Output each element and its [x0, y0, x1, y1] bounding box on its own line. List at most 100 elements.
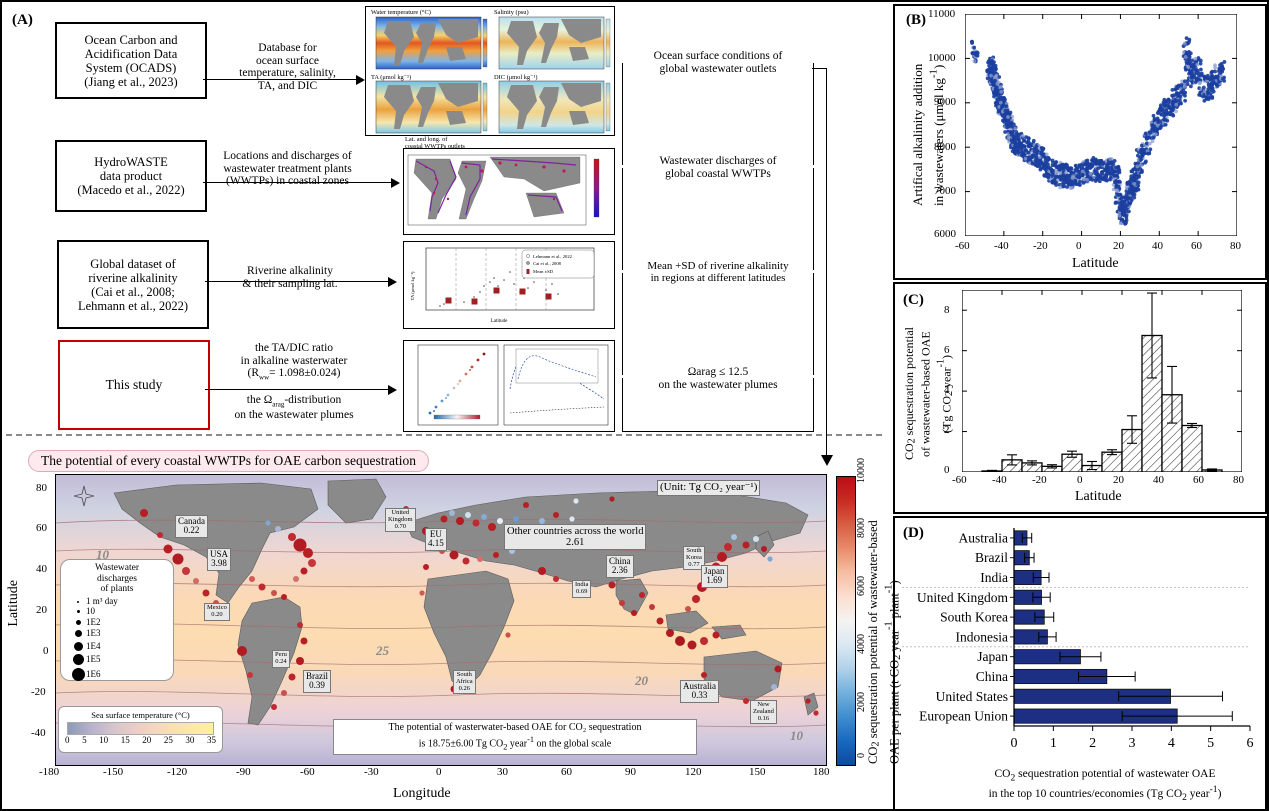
map-label-name: Mexico [207, 604, 227, 611]
source-line: System (OCADS) [85, 60, 177, 75]
map-label-mexico: Mexico 0.20 [204, 603, 230, 621]
map-label-value: 0.16 [757, 714, 770, 722]
b-ytick: 9000 [934, 96, 956, 108]
map-label-value: 0.22 [183, 525, 200, 536]
b-xtick: 20 [1113, 240, 1124, 252]
arrow-label-line: TA, and DIC [257, 79, 318, 92]
output-line: Mean +SD of riverine alkalinity [647, 260, 789, 272]
map-label-new-zealand: New Zealand 0.16 [750, 700, 777, 725]
arrow-label-line: (Rww= 1.098±0.024) [247, 367, 341, 382]
source-box-riverine: Global dataset of riverine alkalinity (C… [57, 240, 209, 329]
map-label-name: Canada [178, 516, 205, 526]
svg-text:Lehmann et al., 2022: Lehmann et al., 2022 [533, 254, 573, 260]
c-ytick: 2 [944, 424, 950, 436]
legend-title-line: Wastewater [94, 563, 140, 573]
source-box-hydrowaste: HydroWASTE data product (Macedo et al., … [55, 140, 207, 212]
thumbnail-riverine-alkalinity: Lehmann et al., 2022 Cai et al., 2008 Me… [403, 241, 615, 329]
arrow-line-2 [203, 182, 393, 184]
b-xtick: -20 [1033, 240, 1048, 252]
source-line: HydroWASTE [94, 155, 168, 169]
output-line: global coastal WWTPs [665, 167, 771, 180]
callout-line: The potential of wasterwater-based OAE f… [388, 722, 642, 733]
map-colorbar [836, 476, 856, 766]
svg-text:Cai et al., 2008: Cai et al., 2008 [533, 261, 562, 267]
map-label-name: Japan [704, 566, 725, 576]
map-xtick: 150 [749, 766, 766, 778]
arrow-line-1 [203, 79, 358, 81]
map-title-banner: The potential of every coastal WWTPs for… [28, 450, 430, 472]
arrow-label-line: Database for [258, 42, 317, 54]
map-label-name: United Kingdom [388, 509, 413, 523]
arrow-label-line: Locations and discharges of [223, 150, 352, 162]
b-ytick: 7000 [934, 185, 956, 197]
svg-text:1: 1 [1050, 736, 1057, 751]
map-xtick: 120 [685, 766, 702, 778]
c-xtick: 40 [1153, 474, 1164, 486]
map-ytick: -40 [31, 727, 46, 739]
map-label-name: USA [210, 549, 229, 559]
arrowhead-2 [391, 178, 400, 188]
panel-c-frame [893, 282, 1267, 514]
source-line: Lehmann et al., 2022) [77, 298, 189, 313]
svg-text:3: 3 [1129, 736, 1136, 751]
xlabel-line: in the top 10 countries/economies (Tg CO… [988, 783, 1222, 803]
c-ytick: 8 [944, 304, 950, 316]
source-line: Global dataset of [90, 256, 176, 271]
map-label-other-countries: Other countries across the world 2.61 [504, 524, 647, 551]
svg-text:South Korea: South Korea [940, 610, 1008, 625]
ylabel-line: CO2 sequestration potential [902, 327, 918, 461]
arrowhead-4 [388, 385, 397, 395]
output-line: on the wastewater plumes [658, 378, 778, 391]
arrow-line-4 [205, 389, 390, 391]
panel-d-xlabel: CO2 sequestration potential of wastewate… [955, 768, 1255, 803]
b-ytick: 8000 [934, 141, 956, 153]
map-label-brazil: Brazil 0.39 [303, 670, 331, 693]
panel-c-plot [962, 290, 1242, 472]
sst-tick: 10 [99, 735, 109, 745]
b-xtick: 0 [1076, 240, 1082, 252]
legend-dot-4 [74, 630, 82, 638]
map-ytick: 40 [36, 563, 47, 575]
legend-item-label: 1E5 [86, 654, 101, 665]
arrow-label-line: temperature, salinity, [239, 67, 336, 80]
contour-label-20-indian: 20 [635, 673, 648, 688]
map-label-value: 0.20 [211, 610, 223, 618]
svg-text:TA (μmol kg⁻¹): TA (μmol kg⁻¹) [410, 271, 415, 300]
svg-text:Latitude: Latitude [491, 319, 508, 324]
b-xtick: 40 [1152, 240, 1163, 252]
legend-title-line: discharges [97, 573, 137, 584]
arrow-label-line: the TA/DIC ratio [254, 342, 334, 354]
arrowhead-down-to-map [821, 455, 833, 466]
source-line: data product [99, 169, 163, 183]
legend-item-label: 1E3 [86, 628, 101, 639]
source-line: (Jiang et al., 2023) [84, 74, 178, 89]
contour-label-10-west: 10 [96, 547, 109, 562]
b-ytick: 11000 [928, 8, 956, 20]
panel-d-frame [893, 516, 1267, 811]
map-label-value: 2.61 [566, 537, 585, 549]
c-ytick: 0 [944, 464, 950, 476]
thumb-title-wwtp-left: Lat. and long. of coastal WWTPs outlets [405, 136, 465, 151]
panel-b-xlabel: Latitude [1072, 256, 1119, 271]
sst-tick: 35 [206, 735, 216, 745]
map-label-value: 0.26 [458, 684, 470, 692]
contour-label-25-samerica: 25 [263, 667, 276, 682]
arrow-label-line: ocean surface [256, 54, 319, 67]
map-label-name: India [575, 581, 589, 588]
panel-b-plot [965, 14, 1237, 236]
map-yaxis-label: Latitude [6, 580, 21, 627]
map-label-value: 0.33 [691, 690, 708, 701]
arrow-label-line: (WWTPs) in coastal zones [205, 175, 370, 188]
flow-spine-top [812, 68, 827, 70]
map-label-name: Peru [275, 651, 287, 658]
b-xtick: -40 [994, 240, 1009, 252]
flow-spine-vertical [826, 68, 828, 456]
output-box-omega-arag: Ωarag ≤ 12.5 on the wastewater plumes [622, 366, 814, 432]
panel-b-letter: (B) [906, 12, 926, 28]
xlabel-line: CO2 sequestration potential of wastewate… [994, 768, 1216, 784]
map-label-value: 0.39 [309, 680, 325, 691]
output-box-wastewater-discharges: Wastewater discharges of global coastal … [622, 155, 814, 270]
map-label-united-kingdom: United Kingdom 0.70 [385, 508, 416, 533]
c-xtick: -60 [952, 474, 967, 486]
